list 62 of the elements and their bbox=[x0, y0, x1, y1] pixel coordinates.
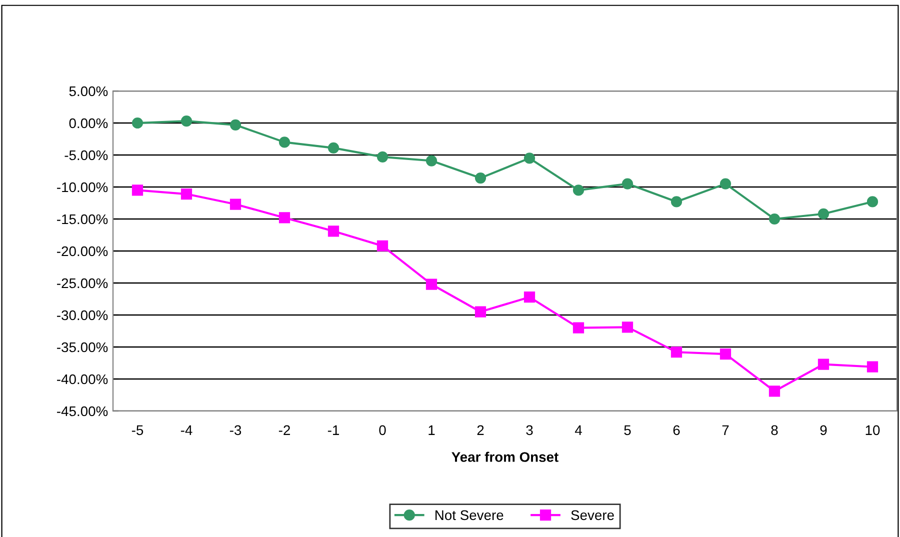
point bbox=[474, 306, 486, 318]
point bbox=[720, 348, 732, 360]
legend-label: Severe bbox=[571, 510, 614, 520]
point bbox=[818, 208, 830, 220]
point bbox=[622, 178, 634, 190]
x-tick-label: 0 bbox=[379, 425, 386, 436]
point bbox=[132, 117, 144, 129]
point bbox=[622, 322, 634, 333]
point bbox=[670, 196, 682, 208]
x-tick-label: -5 bbox=[132, 425, 144, 436]
point bbox=[180, 116, 192, 127]
x-tick-label: -2 bbox=[278, 425, 290, 435]
point bbox=[180, 188, 192, 200]
y-tick-label: -10.00% bbox=[57, 182, 108, 192]
point bbox=[524, 292, 536, 303]
point bbox=[426, 155, 438, 166]
y-tick-label: -25.00% bbox=[57, 278, 108, 288]
point bbox=[426, 278, 438, 290]
x-tick-label: 4 bbox=[574, 425, 582, 435]
point bbox=[818, 358, 830, 370]
legend-label: Not Severe bbox=[436, 510, 504, 520]
y-tick-label: 0.00% bbox=[69, 118, 108, 128]
y-tick-label: -35.00% bbox=[57, 342, 108, 352]
point bbox=[278, 212, 290, 224]
point bbox=[474, 172, 486, 184]
x-tick-label: 8 bbox=[771, 425, 778, 436]
x-tick-label: 6 bbox=[673, 425, 680, 436]
x-tick-label: 7 bbox=[722, 425, 729, 435]
x-tick-label: 9 bbox=[820, 425, 827, 436]
point bbox=[572, 184, 584, 196]
point bbox=[230, 198, 242, 210]
y-tick-label: -30.00% bbox=[57, 310, 108, 320]
y-tick-label: -15.00% bbox=[57, 214, 108, 224]
point bbox=[376, 151, 388, 162]
point bbox=[524, 152, 536, 164]
point bbox=[328, 226, 340, 237]
point bbox=[572, 322, 584, 334]
x-tick-label: -3 bbox=[230, 425, 242, 436]
point bbox=[376, 240, 388, 252]
x-tick-label: 10 bbox=[866, 425, 880, 436]
x-axis-title: Year from Onset bbox=[452, 452, 558, 462]
x-tick-label: -4 bbox=[180, 425, 192, 435]
x-tick-label: 3 bbox=[526, 425, 533, 436]
y-tick-label: -45.00% bbox=[57, 406, 108, 416]
x-tick-label: 2 bbox=[477, 425, 484, 435]
point bbox=[278, 136, 290, 148]
point bbox=[328, 142, 340, 154]
y-tick-label: 5.00% bbox=[69, 86, 108, 96]
point bbox=[670, 346, 682, 358]
point bbox=[720, 178, 732, 190]
point bbox=[866, 196, 878, 208]
y-tick-label: -40.00% bbox=[57, 374, 108, 384]
y-tick-label: -5.00% bbox=[64, 150, 108, 160]
x-tick-label: 5 bbox=[624, 425, 631, 436]
point bbox=[132, 184, 144, 196]
x-tick-label: -1 bbox=[328, 425, 339, 435]
point bbox=[866, 361, 878, 372]
x-tick-label: 1 bbox=[428, 425, 435, 435]
point bbox=[768, 386, 780, 397]
y-tick-label: -20.00% bbox=[57, 246, 108, 256]
point bbox=[768, 213, 780, 225]
point bbox=[230, 119, 242, 130]
